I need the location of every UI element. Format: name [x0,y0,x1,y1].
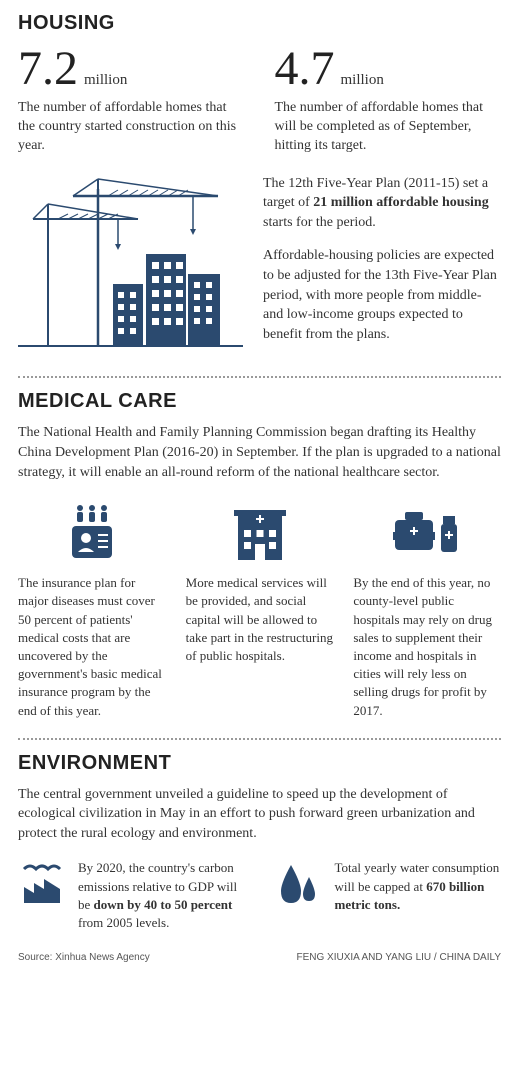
source-text: Source: Xinhua News Agency [18,952,150,963]
stat2-unit: million [341,72,384,88]
medicine-kit-icon [353,498,501,566]
env-col2-text: Total yearly water consumption will be c… [335,859,502,914]
environment-columns: By 2020, the country's carbon emissions … [18,859,501,932]
stat1-desc: The number of affordable homes that the … [18,99,245,156]
construction-illustration-icon [18,174,243,354]
environment-intro: The central government unveiled a guidel… [18,785,501,844]
env-col1-text: By 2020, the country's carbon emissions … [78,859,245,932]
environment-section: ENVIRONMENT The central government unvei… [18,752,501,933]
medical-section: MEDICAL CARE The National Health and Fam… [18,390,501,719]
environment-col-2: Total yearly water consumption will be c… [275,859,502,932]
medical-col2-text: More medical services will be provided, … [186,574,334,665]
medical-col1-text: The insurance plan for major diseases mu… [18,574,166,720]
housing-para-2: Affordable-housing policies are expected… [263,246,501,344]
medical-col-3: By the end of this year, no county-level… [353,498,501,720]
medical-col3-text: By the end of this year, no county-level… [353,574,501,720]
medical-col-2: More medical services will be provided, … [186,498,334,720]
housing-stats-row: 7.2 million The number of affordable hom… [18,45,501,156]
water-drops-icon [275,859,323,907]
factory-emissions-icon [18,859,66,907]
stat1-unit: million [84,72,127,88]
housing-detail-row: The 12th Five-Year Plan (2011-15) set a … [18,174,501,359]
housing-section: HOUSING 7.2 million The number of afford… [18,12,501,358]
footer-row: Source: Xinhua News Agency FENG XIUXIA A… [18,952,501,963]
stat2-desc: The number of affordable homes that will… [275,99,502,156]
housing-text-column: The 12th Five-Year Plan (2011-15) set a … [263,174,501,359]
insurance-card-icon [18,498,166,566]
medical-title: MEDICAL CARE [18,390,501,413]
housing-title: HOUSING [18,12,501,35]
medical-intro: The National Health and Family Planning … [18,423,501,482]
credit-text: FENG XIUXIA AND YANG LIU / CHINA DAILY [296,952,501,963]
environment-title: ENVIRONMENT [18,752,501,775]
housing-stat-2: 4.7 million The number of affordable hom… [275,45,502,156]
stat1-number: 7.2 [18,42,78,95]
environment-col-1: By 2020, the country's carbon emissions … [18,859,245,932]
medical-col-1: The insurance plan for major diseases mu… [18,498,166,720]
stat2-number: 4.7 [275,42,335,95]
divider-icon [18,376,501,378]
hospital-building-icon [186,498,334,566]
medical-columns: The insurance plan for major diseases mu… [18,498,501,720]
housing-stat-1: 7.2 million The number of affordable hom… [18,45,245,156]
housing-para-1: The 12th Five-Year Plan (2011-15) set a … [263,174,501,233]
divider-icon [18,738,501,740]
